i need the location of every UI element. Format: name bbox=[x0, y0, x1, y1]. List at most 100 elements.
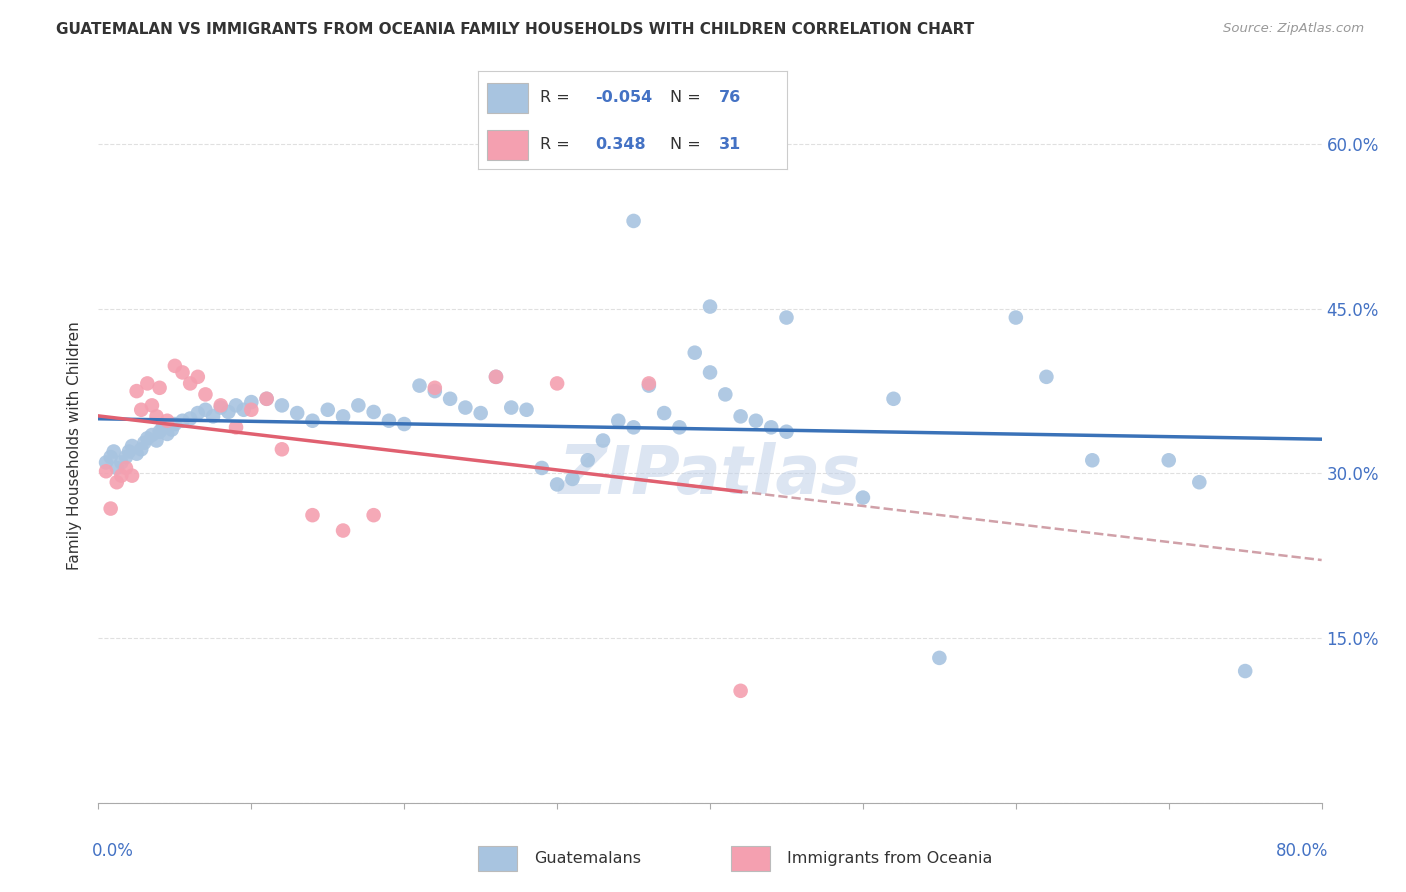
Point bbox=[775, 310, 797, 325]
Point bbox=[883, 392, 905, 406]
Point bbox=[145, 409, 167, 424]
Point bbox=[100, 450, 122, 464]
Point bbox=[136, 376, 159, 391]
Text: ZIPatlas: ZIPatlas bbox=[560, 442, 860, 508]
FancyBboxPatch shape bbox=[731, 847, 770, 871]
Point bbox=[136, 431, 159, 445]
Text: 80.0%: 80.0% bbox=[1275, 842, 1327, 860]
Point bbox=[105, 475, 128, 490]
Point bbox=[172, 366, 194, 380]
Point bbox=[256, 392, 278, 406]
Point bbox=[592, 434, 614, 448]
Point bbox=[332, 409, 354, 424]
FancyBboxPatch shape bbox=[488, 83, 527, 112]
Point bbox=[454, 401, 477, 415]
Point bbox=[1004, 310, 1026, 325]
Point bbox=[163, 359, 186, 373]
Point bbox=[363, 405, 385, 419]
Text: R =: R = bbox=[540, 90, 575, 105]
Point bbox=[485, 369, 508, 384]
Point bbox=[1234, 664, 1257, 678]
Point bbox=[209, 401, 232, 415]
Point bbox=[94, 455, 117, 469]
Text: 76: 76 bbox=[720, 90, 741, 105]
Text: 0.348: 0.348 bbox=[596, 137, 647, 153]
Point bbox=[209, 398, 232, 412]
Point bbox=[363, 508, 385, 523]
Text: GUATEMALAN VS IMMIGRANTS FROM OCEANIA FAMILY HOUSEHOLDS WITH CHILDREN CORRELATIO: GUATEMALAN VS IMMIGRANTS FROM OCEANIA FA… bbox=[56, 22, 974, 37]
Point bbox=[156, 414, 179, 428]
Point bbox=[714, 387, 737, 401]
Point bbox=[156, 426, 179, 441]
Point bbox=[423, 384, 446, 398]
Point bbox=[118, 444, 141, 458]
Point bbox=[225, 420, 247, 434]
Point bbox=[141, 428, 163, 442]
Point bbox=[105, 461, 128, 475]
Point bbox=[129, 402, 152, 417]
Text: -0.054: -0.054 bbox=[596, 90, 652, 105]
Point bbox=[516, 402, 538, 417]
Point bbox=[301, 414, 323, 428]
Point bbox=[652, 406, 675, 420]
Point bbox=[187, 369, 209, 384]
Text: N =: N = bbox=[669, 137, 706, 153]
Point bbox=[699, 300, 721, 314]
Point bbox=[121, 439, 143, 453]
Text: 0.0%: 0.0% bbox=[93, 842, 134, 860]
Point bbox=[256, 392, 278, 406]
Point bbox=[110, 455, 132, 469]
Point bbox=[285, 406, 308, 420]
Point bbox=[1157, 453, 1180, 467]
Point bbox=[145, 434, 167, 448]
Point bbox=[928, 651, 950, 665]
Point bbox=[149, 381, 172, 395]
Point bbox=[546, 477, 568, 491]
Point bbox=[103, 444, 125, 458]
Point bbox=[134, 435, 156, 450]
Text: N =: N = bbox=[669, 90, 706, 105]
Point bbox=[115, 461, 138, 475]
Point bbox=[576, 453, 599, 467]
Point bbox=[332, 524, 354, 538]
Point bbox=[530, 461, 553, 475]
Point bbox=[125, 447, 148, 461]
Point bbox=[439, 392, 461, 406]
Point bbox=[202, 409, 225, 424]
Point bbox=[172, 414, 194, 428]
Point bbox=[347, 398, 370, 412]
Point bbox=[759, 420, 782, 434]
Point bbox=[378, 414, 401, 428]
FancyBboxPatch shape bbox=[488, 130, 527, 160]
Point bbox=[160, 423, 183, 437]
Point bbox=[485, 369, 508, 384]
Point bbox=[225, 398, 247, 412]
Point bbox=[423, 381, 446, 395]
Point bbox=[194, 402, 217, 417]
Y-axis label: Family Households with Children: Family Households with Children bbox=[67, 322, 83, 570]
Point bbox=[745, 414, 768, 428]
Point bbox=[775, 425, 797, 439]
Point bbox=[115, 450, 138, 464]
Point bbox=[1035, 369, 1057, 384]
Point bbox=[152, 420, 174, 434]
Point bbox=[270, 442, 292, 457]
Point bbox=[179, 376, 201, 391]
Point bbox=[217, 405, 239, 419]
Point bbox=[125, 384, 148, 398]
Point bbox=[129, 442, 152, 457]
Point bbox=[470, 406, 492, 420]
Point bbox=[163, 417, 186, 431]
Point bbox=[683, 345, 706, 359]
Point bbox=[730, 409, 752, 424]
Point bbox=[623, 420, 645, 434]
Text: Immigrants from Oceania: Immigrants from Oceania bbox=[787, 851, 993, 866]
Point bbox=[301, 508, 323, 523]
Text: Guatemalans: Guatemalans bbox=[534, 851, 641, 866]
Point bbox=[392, 417, 416, 431]
Point bbox=[1188, 475, 1211, 490]
Point bbox=[546, 376, 568, 391]
FancyBboxPatch shape bbox=[478, 847, 517, 871]
Point bbox=[852, 491, 875, 505]
Point bbox=[408, 378, 430, 392]
